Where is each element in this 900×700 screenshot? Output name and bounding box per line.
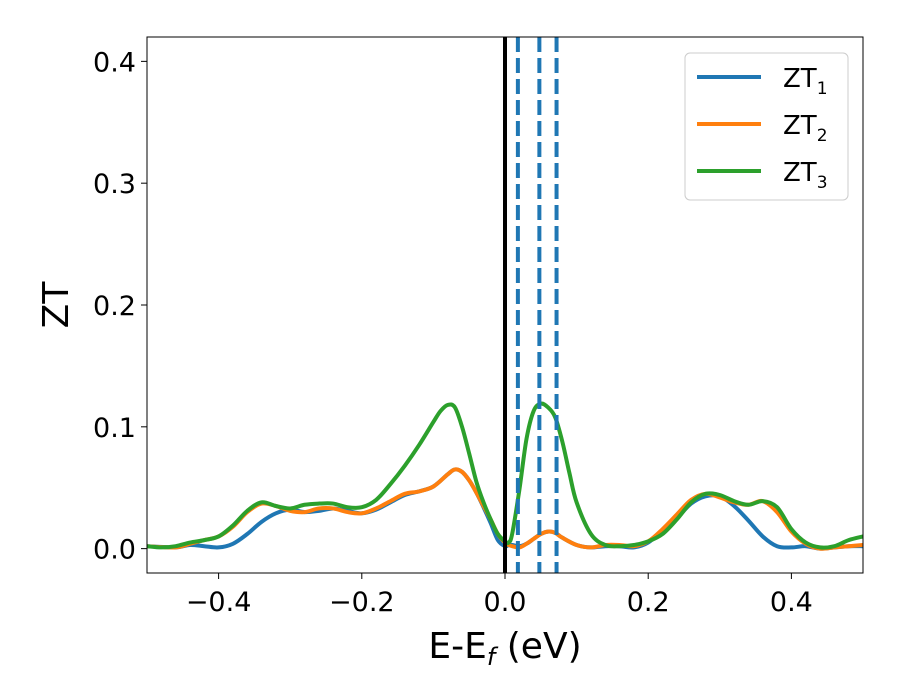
x-axis-ticks: −0.4 −0.2 0.0 0.2 0.4: [186, 573, 813, 618]
series-line-zt2: [147, 467, 863, 551]
x-tick-label: −0.4: [186, 587, 252, 618]
x-axis-label: E-Ef (eV): [428, 626, 581, 671]
series-line-zt3: [147, 401, 863, 550]
legend-box: [684, 52, 849, 201]
legend-label-zt1: ZT1: [783, 64, 828, 99]
y-axis-label: ZT: [36, 281, 77, 329]
x-tick-label: 0.4: [770, 587, 813, 618]
x-tick-label: 0.2: [627, 587, 670, 618]
x-tick-label: 0.0: [484, 587, 527, 618]
x-axis-label-main: E-E: [428, 626, 486, 667]
x-tick-label: −0.2: [329, 587, 395, 618]
legend-entry-zt3: ZT3: [697, 158, 828, 193]
x-axis-label-unit: (eV): [495, 626, 581, 667]
legend: ZT1 ZT2 ZT3: [684, 52, 849, 201]
y-tick-label: 0.3: [93, 169, 136, 200]
legend-label-zt2: ZT2: [783, 111, 828, 146]
y-tick-label: 0.2: [93, 291, 136, 322]
y-tick-label: 0.0: [93, 535, 136, 566]
legend-entry-zt2: ZT2: [697, 111, 828, 146]
y-tick-label: 0.1: [93, 413, 136, 444]
plot-lines: [147, 37, 863, 573]
legend-label-zt3: ZT3: [783, 158, 828, 193]
y-tick-label: 0.4: [93, 47, 136, 78]
y-axis-ticks: 0.0 0.1 0.2 0.3 0.4: [93, 47, 147, 566]
legend-entry-zt1: ZT1: [697, 64, 828, 99]
